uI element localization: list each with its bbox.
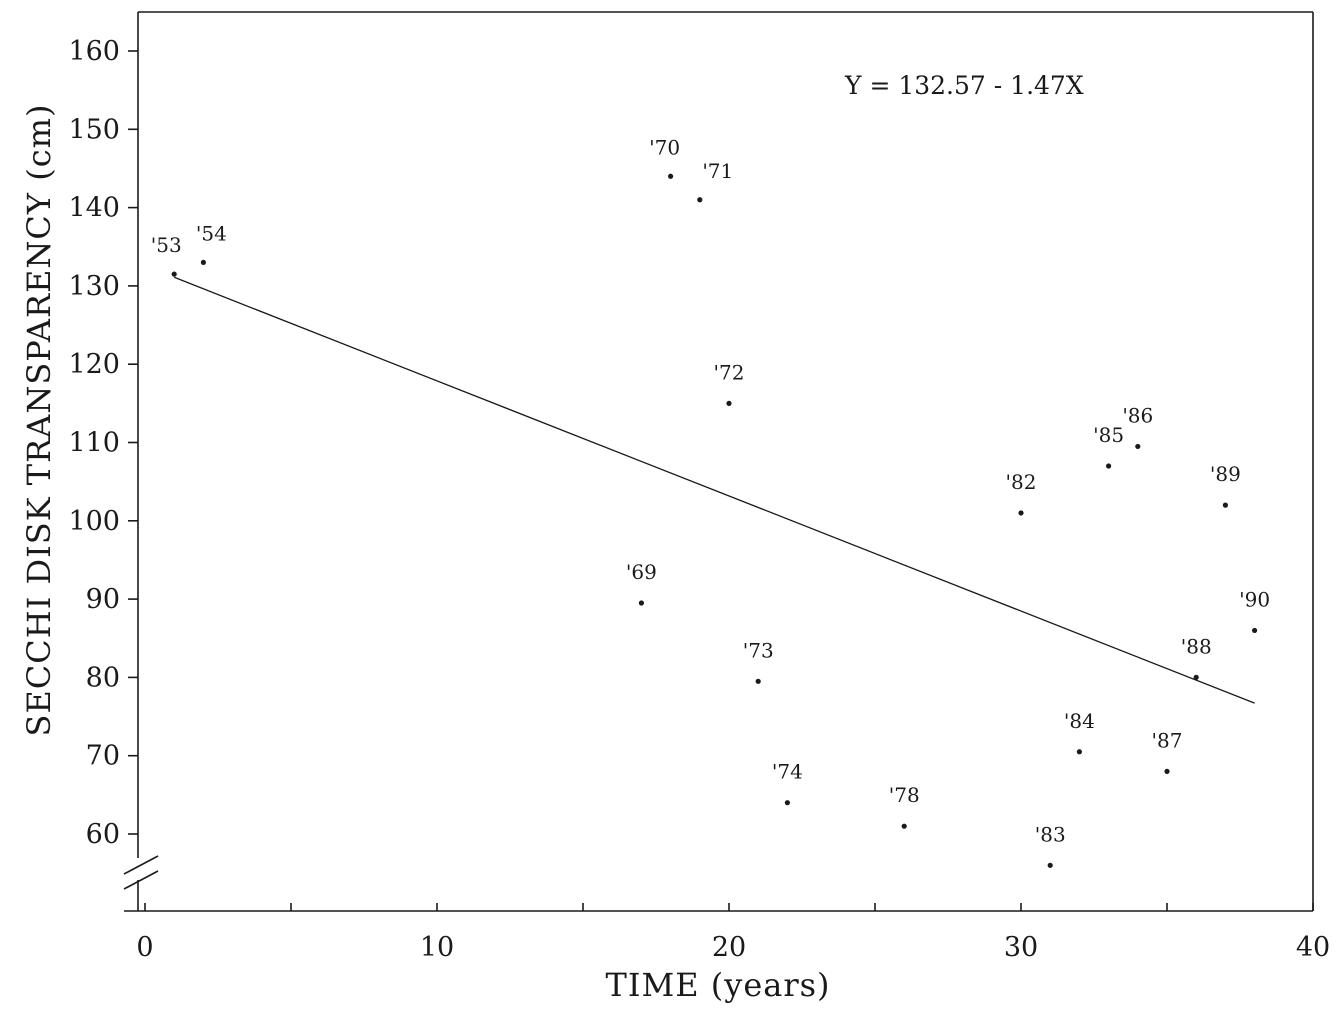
y-tick-label: 120 <box>68 349 120 380</box>
y-tick-label: 130 <box>68 271 120 302</box>
point-label: '72 <box>714 360 745 384</box>
data-point <box>1252 627 1258 634</box>
data-point <box>1106 463 1112 469</box>
y-tick-label: 110 <box>68 428 120 459</box>
point-label: '88 <box>1181 634 1212 658</box>
y-tick-label: 140 <box>68 193 120 224</box>
regression-line-group <box>173 276 1255 704</box>
y-tick-label: 150 <box>68 114 120 145</box>
data-point <box>1076 749 1082 755</box>
data-point <box>901 823 907 829</box>
point-label: '83 <box>1035 822 1066 846</box>
point-label: '71 <box>702 159 733 183</box>
point-label: '85 <box>1093 423 1124 447</box>
x-tick-label: 20 <box>712 932 746 963</box>
axis-ticks: 60 70 80 90 100 110 120 130 140 150 160 0 10 20 30 40 <box>68 36 1330 963</box>
data-point <box>200 259 206 266</box>
data-point <box>1018 510 1024 516</box>
data-point <box>784 800 791 806</box>
y-tick-label: 60 <box>86 819 120 850</box>
point-label: '54 <box>196 221 227 245</box>
data-point <box>1164 768 1170 774</box>
data-point <box>668 173 674 179</box>
plot-frame <box>123 11 1314 912</box>
data-point <box>1193 674 1199 681</box>
y-axis-break-mark <box>123 870 159 890</box>
point-label: '86 <box>1122 403 1153 427</box>
point-label: '90 <box>1239 587 1270 611</box>
point-label: '89 <box>1210 462 1241 486</box>
data-point <box>726 400 732 406</box>
x-tick-label: 0 <box>136 932 153 963</box>
regression-line <box>173 276 1255 704</box>
point-label: '74 <box>772 760 803 784</box>
regression-equation: Y = 132.57 - 1.47X <box>844 71 1084 100</box>
data-point <box>171 271 177 277</box>
point-label: '53 <box>151 233 182 257</box>
y-axis-title: SECCHI DISK TRANSPARENCY (cm) <box>20 104 58 737</box>
data-point <box>755 678 761 684</box>
x-tick-label: 40 <box>1296 932 1330 963</box>
point-label: '73 <box>743 638 774 662</box>
point-label: '84 <box>1064 709 1095 733</box>
y-tick-label: 160 <box>68 36 120 67</box>
data-point <box>697 197 703 203</box>
point-labels: '53'54'69'70'71'72'73'74'78'82'83'84'85'… <box>151 135 1270 846</box>
point-label: '78 <box>889 783 920 807</box>
point-label: '69 <box>626 560 657 584</box>
y-tick-label: 100 <box>68 506 120 537</box>
data-point <box>1047 862 1053 868</box>
y-tick-label: 90 <box>86 584 120 615</box>
data-point <box>1135 443 1141 450</box>
x-tick-label: 10 <box>420 932 454 963</box>
x-axis-title: TIME (years) <box>605 966 830 1004</box>
y-axis-break-mark <box>123 855 159 875</box>
data-points <box>171 173 1258 868</box>
point-label: '82 <box>1006 470 1037 494</box>
point-label: '87 <box>1152 728 1183 752</box>
y-tick-label: 80 <box>86 662 120 693</box>
y-tick-label: 70 <box>86 741 120 772</box>
x-tick-label: 30 <box>1004 932 1038 963</box>
point-label: '70 <box>649 135 680 159</box>
data-point <box>1222 502 1228 508</box>
data-point <box>638 600 645 606</box>
